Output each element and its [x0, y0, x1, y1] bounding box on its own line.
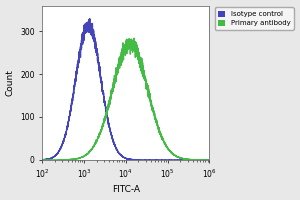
- Y-axis label: Count: Count: [6, 69, 15, 96]
- Legend: Isotype control, Primary antibody: Isotype control, Primary antibody: [214, 7, 294, 30]
- X-axis label: FITC-A: FITC-A: [112, 185, 140, 194]
